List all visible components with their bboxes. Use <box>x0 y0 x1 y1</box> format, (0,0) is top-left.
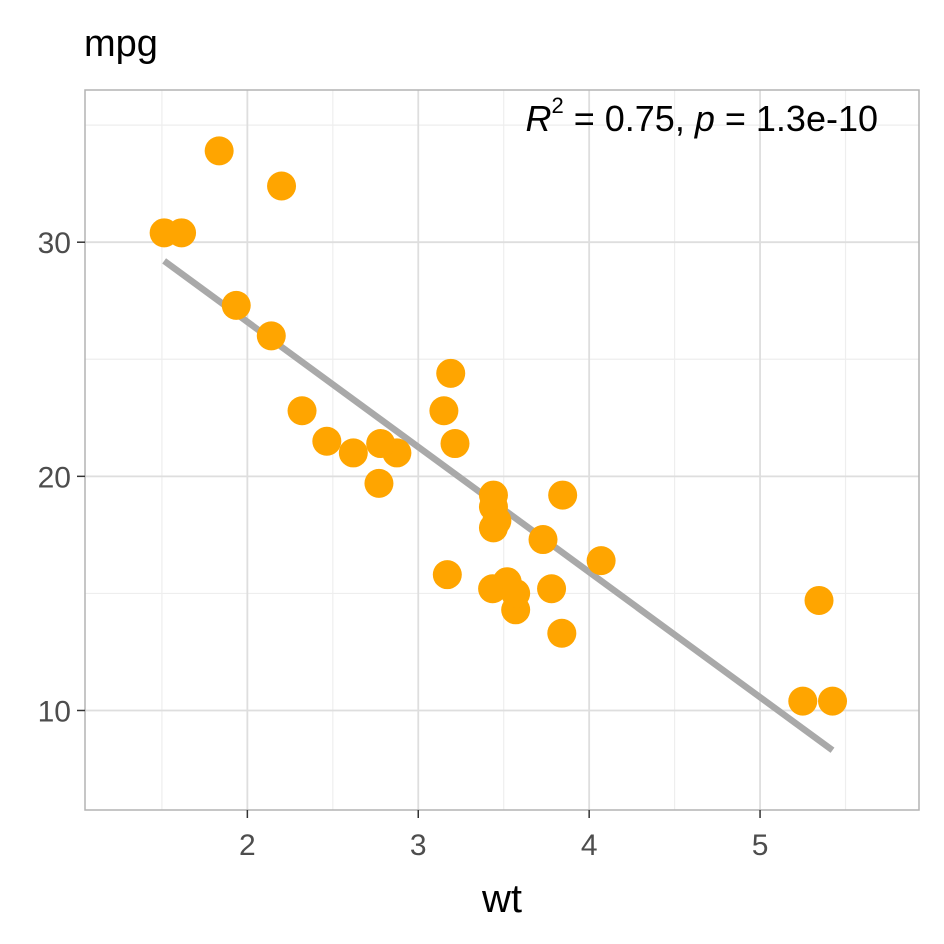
x-tick-label: 3 <box>410 829 427 862</box>
data-point <box>478 480 508 510</box>
data-point <box>221 290 251 320</box>
data-point <box>364 468 394 498</box>
r-squared-exponent: 2 <box>551 93 563 118</box>
y-tick-label: 30 <box>38 227 71 260</box>
y-tick-label: 20 <box>38 461 71 494</box>
data-point <box>788 686 818 716</box>
data-point <box>586 546 616 576</box>
data-point <box>338 438 368 468</box>
data-point <box>548 480 578 510</box>
data-point <box>537 574 567 604</box>
data-point <box>429 396 459 426</box>
data-point <box>149 218 179 248</box>
data-point <box>312 426 342 456</box>
points-layer <box>149 136 848 716</box>
x-axis-label: wt <box>481 877 522 921</box>
x-tick-label: 2 <box>239 829 256 862</box>
r-squared-value: = 0.75, <box>564 98 695 139</box>
data-point <box>267 171 297 201</box>
data-point <box>440 429 470 459</box>
data-point <box>432 560 462 590</box>
data-point <box>287 396 317 426</box>
chart-title: mpg <box>84 23 158 65</box>
fit-annotation: R2 = 0.75, p = 1.3e-10 <box>525 93 878 139</box>
data-point <box>478 574 508 604</box>
data-point <box>204 136 234 166</box>
data-point <box>528 525 558 555</box>
data-point <box>366 429 396 459</box>
data-point <box>547 618 577 648</box>
panel-border <box>84 89 920 811</box>
axis-ticks: 2 3 4 5 10 20 30 <box>38 227 769 862</box>
data-point <box>804 585 834 615</box>
data-point <box>501 578 531 608</box>
p-value: = 1.3e-10 <box>715 98 878 139</box>
data-point <box>436 358 466 388</box>
data-point <box>818 686 848 716</box>
r-squared-symbol: R <box>525 98 551 139</box>
x-tick-label: 4 <box>581 829 598 862</box>
x-tick-label: 5 <box>752 829 769 862</box>
data-point <box>478 513 508 543</box>
data-point <box>256 321 286 351</box>
p-symbol: p <box>694 98 715 139</box>
y-tick-label: 10 <box>38 695 71 728</box>
